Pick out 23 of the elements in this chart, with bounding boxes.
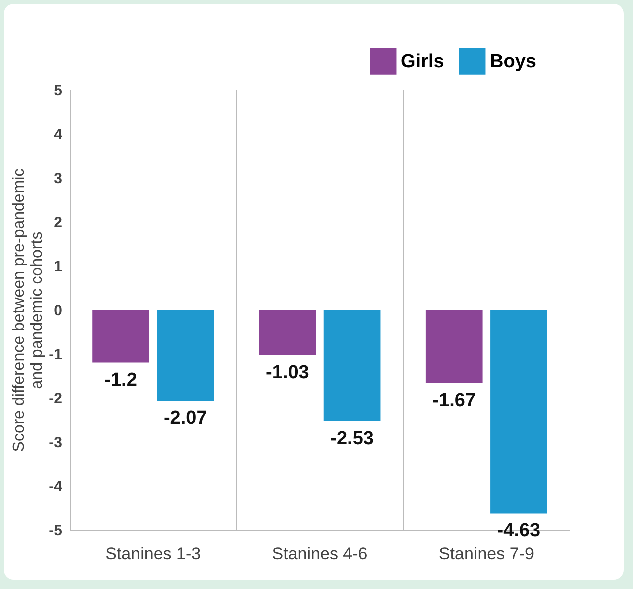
data-label: -2.07 bbox=[164, 408, 208, 430]
y-tick-label: 1 bbox=[54, 258, 62, 276]
y-tick-label: 0 bbox=[54, 302, 62, 320]
data-label: -1.67 bbox=[432, 390, 476, 412]
data-label: -1.2 bbox=[104, 370, 138, 391]
y-tick-label: 2 bbox=[54, 214, 62, 232]
x-tick-label: Stanines 1-3 bbox=[106, 544, 202, 564]
data-label: -2.53 bbox=[330, 428, 374, 450]
y-axis-title: Score difference between pre-pandemic and pandemic cohorts bbox=[11, 168, 46, 452]
y-tick-label: 3 bbox=[54, 170, 62, 188]
x-tick-label: Stanines 7-9 bbox=[438, 544, 534, 564]
legend-label: Boys bbox=[490, 52, 536, 73]
y-tick-label: -3 bbox=[49, 434, 62, 452]
y-tick-label: -2 bbox=[49, 390, 62, 408]
y-tick-label: 5 bbox=[54, 82, 62, 100]
x-tick-label: Stanines 4-6 bbox=[272, 544, 368, 564]
legend-label: Girls bbox=[401, 52, 444, 73]
y-tick-label: -4 bbox=[49, 478, 64, 496]
data-label: -1.03 bbox=[266, 362, 310, 384]
y-tick-label: -1 bbox=[49, 346, 62, 364]
y-tick-label: 4 bbox=[54, 126, 64, 144]
y-tick-label: -5 bbox=[49, 522, 62, 540]
data-label: -4.63 bbox=[497, 520, 541, 542]
